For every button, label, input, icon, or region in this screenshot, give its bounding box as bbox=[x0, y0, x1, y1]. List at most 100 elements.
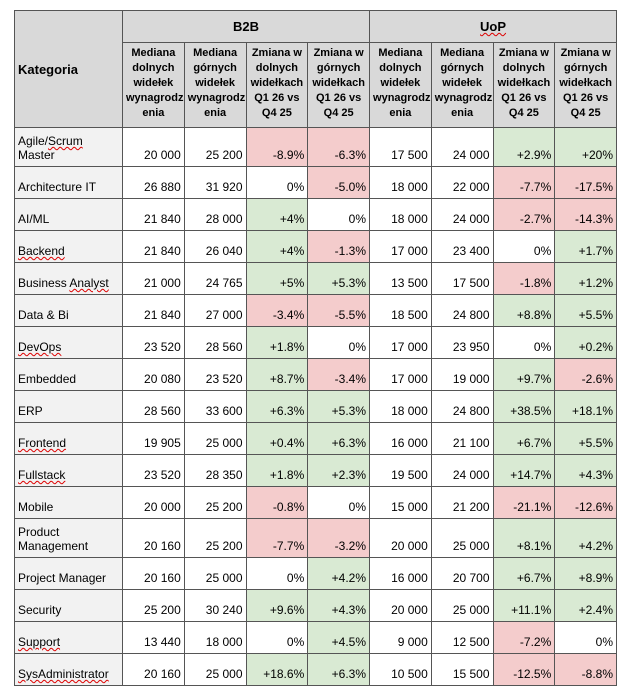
change-cell: 0% bbox=[307, 326, 371, 359]
median-cell: 19 500 bbox=[369, 454, 432, 487]
column-header: Mediana dolnych widełek wynagrodz enia bbox=[369, 42, 432, 128]
category-cell: Frontend bbox=[14, 422, 123, 455]
median-cell: 10 500 bbox=[369, 653, 432, 686]
change-cell: -3.4% bbox=[307, 358, 371, 391]
table-row: Product Management 20 160 25 200 -7.7% -3.2% 2… bbox=[14, 518, 618, 558]
median-cell: 25 200 bbox=[122, 589, 185, 622]
median-cell: 13 500 bbox=[369, 262, 432, 295]
column-header: Mediana górnych widełek wynagrodz enia bbox=[430, 42, 494, 128]
column-header: Mediana górnych widełek wynagrodz enia bbox=[183, 42, 247, 128]
change-cell: -21.1% bbox=[492, 486, 556, 519]
change-cell: +1.8% bbox=[245, 326, 309, 359]
change-cell: +6.7% bbox=[492, 422, 556, 455]
category-cell: Business Analyst bbox=[14, 262, 123, 295]
column-header: Zmiana w dolnych widełkach Q1 26 vs Q4 2… bbox=[492, 42, 556, 128]
change-cell: +6.3% bbox=[307, 422, 371, 455]
median-cell: 21 100 bbox=[430, 422, 494, 455]
change-cell: -7.7% bbox=[245, 518, 309, 558]
median-cell: 26 040 bbox=[183, 230, 247, 263]
category-cell: Product Management bbox=[14, 518, 123, 558]
median-cell: 31 920 bbox=[183, 166, 247, 199]
category-cell: Mobile bbox=[14, 486, 123, 519]
category-cell: Embedded bbox=[14, 358, 123, 391]
category-cell: Security bbox=[14, 589, 123, 622]
median-cell: 17 500 bbox=[369, 127, 432, 167]
median-cell: 20 000 bbox=[369, 589, 432, 622]
category-header: Kategoria bbox=[14, 10, 123, 128]
change-cell: +6.3% bbox=[245, 390, 309, 423]
change-cell: +6.7% bbox=[492, 557, 556, 590]
change-cell: +5.5% bbox=[554, 294, 618, 327]
median-cell: 30 240 bbox=[183, 589, 247, 622]
category-cell: AI/ML bbox=[14, 198, 123, 231]
change-cell: +2.4% bbox=[554, 589, 618, 622]
change-cell: +9.7% bbox=[492, 358, 556, 391]
change-cell: -1.8% bbox=[492, 262, 556, 295]
change-cell: +1.7% bbox=[554, 230, 618, 263]
category-cell: DevOps bbox=[14, 326, 123, 359]
change-cell: -6.3% bbox=[307, 127, 371, 167]
change-cell: +5.3% bbox=[307, 262, 371, 295]
median-cell: 25 200 bbox=[183, 486, 247, 519]
change-cell: -7.7% bbox=[492, 166, 556, 199]
median-cell: 20 000 bbox=[369, 518, 432, 558]
table-row: SysAdministrator 20 160 25 000 +18.6% +6.3% 1… bbox=[14, 653, 618, 686]
column-header: Zmiana w górnych widełkach Q1 26 vs Q4 2… bbox=[307, 42, 371, 128]
median-cell: 18 000 bbox=[183, 621, 247, 654]
median-cell: 27 000 bbox=[183, 294, 247, 327]
median-cell: 16 000 bbox=[369, 422, 432, 455]
change-cell: +14.7% bbox=[492, 454, 556, 487]
median-cell: 17 500 bbox=[430, 262, 494, 295]
median-cell: 20 000 bbox=[122, 127, 185, 167]
table-row: DevOps 23 520 28 560 +1.8% 0% 17 000 23 950 0% +… bbox=[14, 326, 618, 359]
table-row: Frontend 19 905 25 000 +0.4% +6.3% 16 000 21 1… bbox=[14, 422, 618, 455]
median-cell: 23 950 bbox=[430, 326, 494, 359]
median-cell: 18 000 bbox=[369, 198, 432, 231]
change-cell: 0% bbox=[245, 557, 309, 590]
change-cell: +5.3% bbox=[307, 390, 371, 423]
change-cell: +8.7% bbox=[245, 358, 309, 391]
table-row: Security 25 200 30 240 +9.6% +4.3% 20 000 25 0… bbox=[14, 589, 618, 622]
median-cell: 25 000 bbox=[183, 557, 247, 590]
change-cell: -8.8% bbox=[554, 653, 618, 686]
category-cell: SysAdministrator bbox=[14, 653, 123, 686]
median-cell: 25 200 bbox=[183, 127, 247, 167]
change-cell: 0% bbox=[554, 621, 618, 654]
change-cell: +9.6% bbox=[245, 589, 309, 622]
table-row: Agile/Scrum Master 20 000 25 200 -8.9% -6.3% 1… bbox=[14, 127, 618, 167]
median-cell: 15 000 bbox=[369, 486, 432, 519]
change-cell: -3.2% bbox=[307, 518, 371, 558]
change-cell: +4.2% bbox=[554, 518, 618, 558]
median-cell: 26 880 bbox=[122, 166, 185, 199]
median-cell: 21 000 bbox=[122, 262, 185, 295]
change-cell: +4.3% bbox=[307, 589, 371, 622]
category-cell: Project Manager bbox=[14, 557, 123, 590]
table-row: Fullstack 23 520 28 350 +1.8% +2.3% 19 500 24 … bbox=[14, 454, 618, 487]
median-cell: 22 000 bbox=[430, 166, 494, 199]
group-header-uop: UoP bbox=[369, 10, 618, 43]
median-cell: 28 560 bbox=[122, 390, 185, 423]
change-cell: +2.3% bbox=[307, 454, 371, 487]
category-cell: Backend bbox=[14, 230, 123, 263]
table-row: ERP 28 560 33 600 +6.3% +5.3% 18 000 24 800 +38… bbox=[14, 390, 618, 423]
change-cell: 0% bbox=[307, 486, 371, 519]
median-cell: 24 800 bbox=[430, 294, 494, 327]
median-cell: 18 500 bbox=[369, 294, 432, 327]
median-cell: 18 000 bbox=[369, 390, 432, 423]
median-cell: 23 520 bbox=[122, 454, 185, 487]
group-header-b2b: B2B bbox=[121, 10, 371, 43]
median-cell: 20 700 bbox=[430, 557, 494, 590]
table-row: Embedded 20 080 23 520 +8.7% -3.4% 17 000 19 0… bbox=[14, 358, 618, 391]
table-row: Data & Bi 21 840 27 000 -3.4% -5.5% 18 500 24 … bbox=[14, 294, 618, 327]
change-cell: 0% bbox=[492, 326, 556, 359]
median-cell: 24 000 bbox=[430, 127, 494, 167]
change-cell: -5.5% bbox=[307, 294, 371, 327]
median-cell: 21 200 bbox=[430, 486, 494, 519]
change-cell: -7.2% bbox=[492, 621, 556, 654]
median-cell: 24 000 bbox=[430, 454, 494, 487]
change-cell: -8.9% bbox=[245, 127, 309, 167]
table-row: Support 13 440 18 000 0% +4.5% 9 000 12 500 -7.… bbox=[14, 621, 618, 654]
column-header: Zmiana w górnych widełkach Q1 26 vs Q4 2… bbox=[554, 42, 618, 128]
change-cell: +1.8% bbox=[245, 454, 309, 487]
median-cell: 25 000 bbox=[183, 653, 247, 686]
